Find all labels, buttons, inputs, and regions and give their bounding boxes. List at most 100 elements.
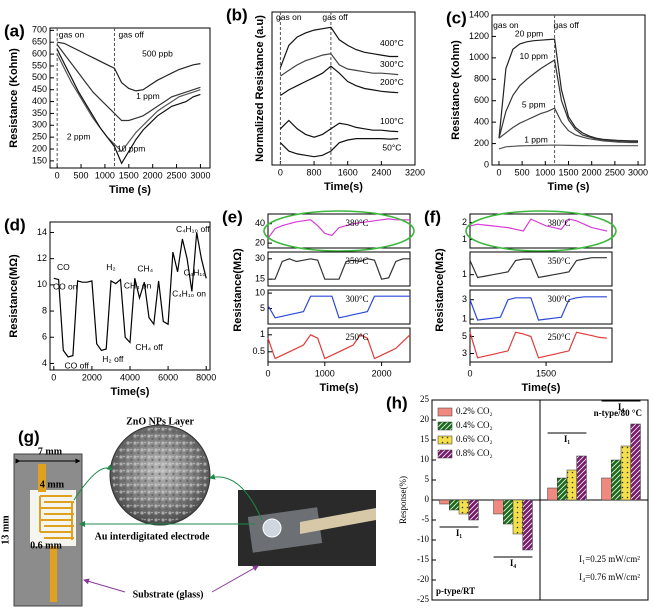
- series-line: [268, 258, 410, 280]
- y-tick-label: 200: [474, 138, 489, 148]
- annotation: 1 ppm: [524, 135, 548, 145]
- y-tick-label: 1000: [469, 52, 489, 62]
- bar: [620, 445, 631, 501]
- x-tick-label: 0: [51, 372, 56, 382]
- series-label: 250°C: [547, 332, 570, 342]
- series-line: [498, 59, 638, 142]
- x-tick-label: 8000: [196, 372, 216, 382]
- y-tick-label: 0: [425, 494, 430, 504]
- highlight: [263, 210, 415, 252]
- diagram-g: (g) 7 mm 13 mm 4 mm 0.6 mm ZnO NPs Layer…: [0, 416, 376, 607]
- series-label: 300°C: [547, 294, 570, 304]
- annotation: gas on: [276, 12, 302, 22]
- annotation: H₂ off: [102, 354, 124, 364]
- inner-width-label: 4 mm: [40, 479, 65, 490]
- y-tick-label: 4: [42, 358, 47, 368]
- series-label: 300°C: [345, 294, 368, 304]
- x-tick-label: 0: [265, 368, 270, 378]
- sensing-area: [30, 490, 76, 546]
- series-line: [56, 53, 201, 153]
- series-line: [267, 295, 410, 319]
- x-axis-label: Time(s): [111, 386, 150, 398]
- bar: [630, 423, 641, 501]
- legend-swatch: [437, 449, 453, 459]
- series-line: [469, 296, 607, 321]
- panel-label: (h): [386, 393, 408, 412]
- bar: [512, 499, 523, 535]
- plot-frame: [469, 213, 613, 249]
- x-tick-label: 1500: [119, 170, 139, 180]
- y-axis-label: Response(%): [398, 476, 408, 524]
- series-line: [279, 119, 399, 138]
- y-tick-label: 14: [37, 227, 47, 237]
- plot-frame: [267, 251, 411, 287]
- x-axis-label: Time(s): [324, 181, 363, 193]
- y-tick-label: 700: [32, 25, 47, 35]
- y-tick-label: 350: [32, 108, 47, 118]
- x-tick-label: 2000: [582, 167, 602, 177]
- y-tick-label: 6: [42, 332, 47, 342]
- annotation: 200°C: [380, 77, 404, 87]
- y-tick-label: 1400: [469, 9, 489, 19]
- x-tick-label: 1500: [536, 368, 556, 378]
- category-label: I₄: [618, 402, 625, 412]
- x-tick-label: 4000: [120, 372, 140, 382]
- series-line: [498, 107, 638, 144]
- layer-label: ZnO NPs Layer: [126, 416, 194, 427]
- y-tick-label: 40: [255, 218, 265, 228]
- x-tick-label: 3000: [628, 167, 648, 177]
- annotation: gas on: [493, 20, 519, 30]
- bar: [576, 455, 587, 501]
- x-tick-label: 1000: [535, 167, 555, 177]
- panel-label: (e): [222, 207, 243, 226]
- bar: [611, 459, 622, 501]
- bar: [566, 469, 577, 501]
- annotation: 20 ppm: [515, 29, 543, 39]
- y-tick-label: 800: [474, 74, 489, 84]
- y-tick-label: 400: [32, 96, 47, 106]
- y-tick-label: 550: [32, 60, 47, 70]
- annotation: gas off: [553, 20, 579, 30]
- series-label: 380°C: [547, 218, 570, 228]
- annotation: 300°C: [380, 59, 404, 69]
- panel-label: (d): [4, 215, 26, 234]
- x-tick-label: 500: [74, 170, 89, 180]
- y-tick-label: 400: [474, 117, 489, 127]
- y-tick-label: 8: [42, 305, 47, 315]
- y-tick-label: 600: [32, 48, 47, 58]
- x-tick-label: 0: [467, 368, 472, 378]
- y-tick-label: 5: [260, 303, 265, 313]
- panel-label: (a): [4, 21, 25, 40]
- x-axis-label: Time (s): [109, 184, 151, 196]
- annotation: 400°C: [380, 38, 404, 48]
- x-tick-label: 1600: [338, 167, 358, 177]
- plot-frame: [267, 289, 411, 325]
- x-tick-label: 2000: [143, 170, 163, 180]
- arrow: [209, 473, 263, 521]
- y-tick-label: 12: [37, 253, 47, 263]
- annotation: CO off: [64, 360, 89, 370]
- y-tick-label: 10: [255, 287, 265, 297]
- bar: [493, 499, 504, 515]
- series-line: [280, 65, 399, 96]
- series-label: 350°C: [345, 256, 368, 266]
- bar: [439, 499, 450, 505]
- group-label: p-type/RT: [436, 586, 475, 596]
- bar: [449, 499, 460, 511]
- y-tick-label: 1200: [469, 31, 489, 41]
- x-tick-label: 800: [307, 167, 322, 177]
- y-tick-label: 5: [462, 331, 467, 341]
- arrow: [83, 578, 126, 593]
- gap-label: 0.6 mm: [30, 540, 62, 551]
- annotation: CH₄: [137, 263, 153, 273]
- x-axis-label: Time(s): [320, 382, 359, 394]
- annotation: 500 ppb: [142, 48, 173, 58]
- annotation: H₂: [106, 262, 115, 272]
- x-tick-label: 3200: [405, 167, 425, 177]
- y-tick-label: -10: [417, 534, 429, 544]
- x-tick-label: 2500: [167, 170, 187, 180]
- category-label: I₁: [564, 434, 571, 444]
- y-axis-label: Resistance (Kohm): [8, 48, 20, 148]
- plot-frame: [271, 11, 416, 166]
